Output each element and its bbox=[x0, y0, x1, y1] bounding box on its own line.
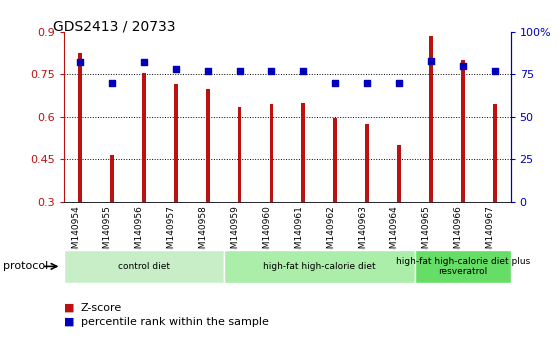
Text: GSM140954: GSM140954 bbox=[71, 205, 80, 260]
Text: GSM140959: GSM140959 bbox=[230, 205, 239, 260]
Text: GDS2413 / 20733: GDS2413 / 20733 bbox=[53, 19, 176, 34]
Bar bbox=[415, 250, 511, 283]
Point bbox=[235, 68, 244, 74]
Text: GSM140963: GSM140963 bbox=[358, 205, 367, 260]
Bar bbox=[174, 84, 177, 202]
Bar bbox=[78, 53, 82, 202]
Text: percentile rank within the sample: percentile rank within the sample bbox=[81, 317, 269, 327]
Point bbox=[203, 68, 212, 74]
Point bbox=[76, 59, 85, 65]
Text: GSM140965: GSM140965 bbox=[422, 205, 431, 260]
Text: ■: ■ bbox=[64, 317, 75, 327]
Text: Z-score: Z-score bbox=[81, 303, 122, 313]
Point bbox=[331, 80, 340, 86]
Text: GSM140966: GSM140966 bbox=[454, 205, 463, 260]
Bar bbox=[238, 107, 242, 202]
Bar bbox=[270, 104, 273, 202]
Point bbox=[458, 63, 467, 69]
Text: GSM140957: GSM140957 bbox=[167, 205, 176, 260]
Point bbox=[395, 80, 403, 86]
Bar bbox=[64, 250, 224, 283]
Text: control diet: control diet bbox=[118, 262, 170, 271]
Text: GSM140962: GSM140962 bbox=[326, 205, 335, 260]
Text: GSM140964: GSM140964 bbox=[390, 205, 399, 260]
Text: high-fat high-calorie diet plus
resveratrol: high-fat high-calorie diet plus resverat… bbox=[396, 257, 530, 276]
Bar bbox=[333, 118, 337, 202]
Bar bbox=[461, 60, 465, 202]
Point bbox=[267, 68, 276, 74]
Text: GSM140956: GSM140956 bbox=[135, 205, 144, 260]
Text: GSM140960: GSM140960 bbox=[262, 205, 271, 260]
Bar bbox=[365, 124, 369, 202]
Bar bbox=[110, 155, 114, 202]
Bar bbox=[493, 104, 497, 202]
Bar bbox=[429, 36, 433, 202]
Point bbox=[140, 59, 148, 65]
Bar bbox=[224, 250, 415, 283]
Bar bbox=[397, 145, 401, 202]
Text: high-fat high-calorie diet: high-fat high-calorie diet bbox=[263, 262, 376, 271]
Point bbox=[299, 68, 308, 74]
Bar bbox=[142, 73, 146, 202]
Point bbox=[108, 80, 117, 86]
Point bbox=[426, 58, 435, 64]
Text: GSM140958: GSM140958 bbox=[199, 205, 208, 260]
Point bbox=[490, 68, 499, 74]
Point bbox=[171, 67, 180, 72]
Text: ■: ■ bbox=[64, 303, 75, 313]
Text: GSM140967: GSM140967 bbox=[485, 205, 494, 260]
Bar bbox=[206, 88, 210, 202]
Text: protocol: protocol bbox=[3, 261, 48, 272]
Point bbox=[363, 80, 372, 86]
Text: GSM140961: GSM140961 bbox=[294, 205, 304, 260]
Text: GSM140955: GSM140955 bbox=[103, 205, 112, 260]
Bar bbox=[301, 103, 305, 202]
